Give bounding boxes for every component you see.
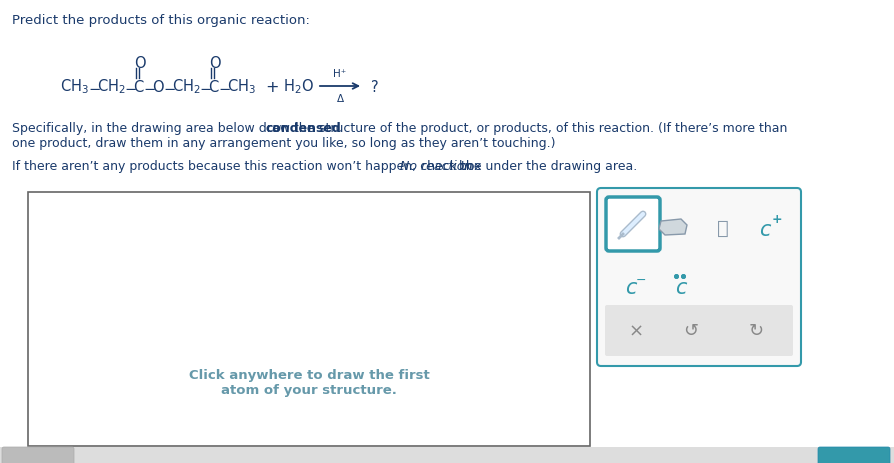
Text: $\mathsf{-}$: $\mathsf{-}$ bbox=[198, 79, 212, 94]
Polygon shape bbox=[658, 219, 687, 236]
Bar bbox=[0, 447, 894, 463]
Text: $\mathsf{CH_3}$: $\mathsf{CH_3}$ bbox=[60, 77, 89, 96]
Text: c: c bbox=[674, 277, 686, 297]
Text: O: O bbox=[209, 56, 221, 70]
Text: $\mathsf{-}$: $\mathsf{-}$ bbox=[88, 79, 101, 94]
Text: c: c bbox=[758, 219, 770, 239]
Text: O: O bbox=[134, 56, 146, 70]
Bar bbox=[28, 193, 589, 446]
Text: 👆: 👆 bbox=[716, 218, 728, 237]
Text: H⁺: H⁺ bbox=[333, 69, 346, 79]
FancyBboxPatch shape bbox=[605, 198, 659, 251]
Text: ?: ? bbox=[371, 79, 378, 94]
Text: ×: × bbox=[628, 322, 643, 340]
Text: $\mathsf{-}$: $\mathsf{-}$ bbox=[163, 79, 175, 94]
Text: Predict the products of this organic reaction:: Predict the products of this organic rea… bbox=[12, 14, 309, 27]
FancyBboxPatch shape bbox=[604, 305, 792, 356]
Text: $\mathsf{C}$: $\mathsf{C}$ bbox=[133, 79, 144, 95]
Text: atom of your structure.: atom of your structure. bbox=[221, 383, 397, 396]
Text: +: + bbox=[771, 213, 781, 226]
FancyBboxPatch shape bbox=[817, 447, 889, 463]
Text: $\mathsf{C}$: $\mathsf{C}$ bbox=[207, 79, 219, 95]
Text: $\mathsf{-}$: $\mathsf{-}$ bbox=[124, 79, 137, 94]
Text: $\mathsf{CH_2}$: $\mathsf{CH_2}$ bbox=[97, 77, 126, 96]
Text: $\mathsf{CH_3}$: $\mathsf{CH_3}$ bbox=[227, 77, 256, 96]
Text: condensed: condensed bbox=[266, 122, 342, 135]
Text: Click anywhere to draw the first: Click anywhere to draw the first bbox=[189, 369, 429, 382]
Text: Specifically, in the drawing area below draw the: Specifically, in the drawing area below … bbox=[12, 122, 318, 135]
Text: Δ: Δ bbox=[336, 94, 343, 104]
Text: $\mathsf{-}$: $\mathsf{-}$ bbox=[218, 79, 231, 94]
Text: $\mathsf{O}$: $\mathsf{O}$ bbox=[152, 79, 164, 95]
Text: ↻: ↻ bbox=[747, 322, 763, 340]
Text: structure of the product, or products, of this reaction. (If there’s more than: structure of the product, or products, o… bbox=[315, 122, 787, 135]
Text: +: + bbox=[265, 79, 278, 94]
Text: $\mathsf{CH_2}$: $\mathsf{CH_2}$ bbox=[172, 77, 200, 96]
Text: ↺: ↺ bbox=[683, 322, 698, 340]
Text: −: − bbox=[635, 273, 645, 286]
Text: $\mathsf{H_2O}$: $\mathsf{H_2O}$ bbox=[283, 77, 314, 96]
Text: box under the drawing area.: box under the drawing area. bbox=[455, 160, 637, 173]
FancyBboxPatch shape bbox=[2, 447, 74, 463]
Text: c: c bbox=[625, 277, 636, 297]
Text: If there aren’t any products because this reaction won’t happen, check the: If there aren’t any products because thi… bbox=[12, 160, 485, 173]
Text: one product, draw them in any arrangement you like, so long as they aren’t touch: one product, draw them in any arrangemen… bbox=[12, 137, 555, 150]
Text: No reaction: No reaction bbox=[400, 160, 472, 173]
FancyBboxPatch shape bbox=[596, 188, 800, 366]
Text: $\mathsf{-}$: $\mathsf{-}$ bbox=[143, 79, 156, 94]
